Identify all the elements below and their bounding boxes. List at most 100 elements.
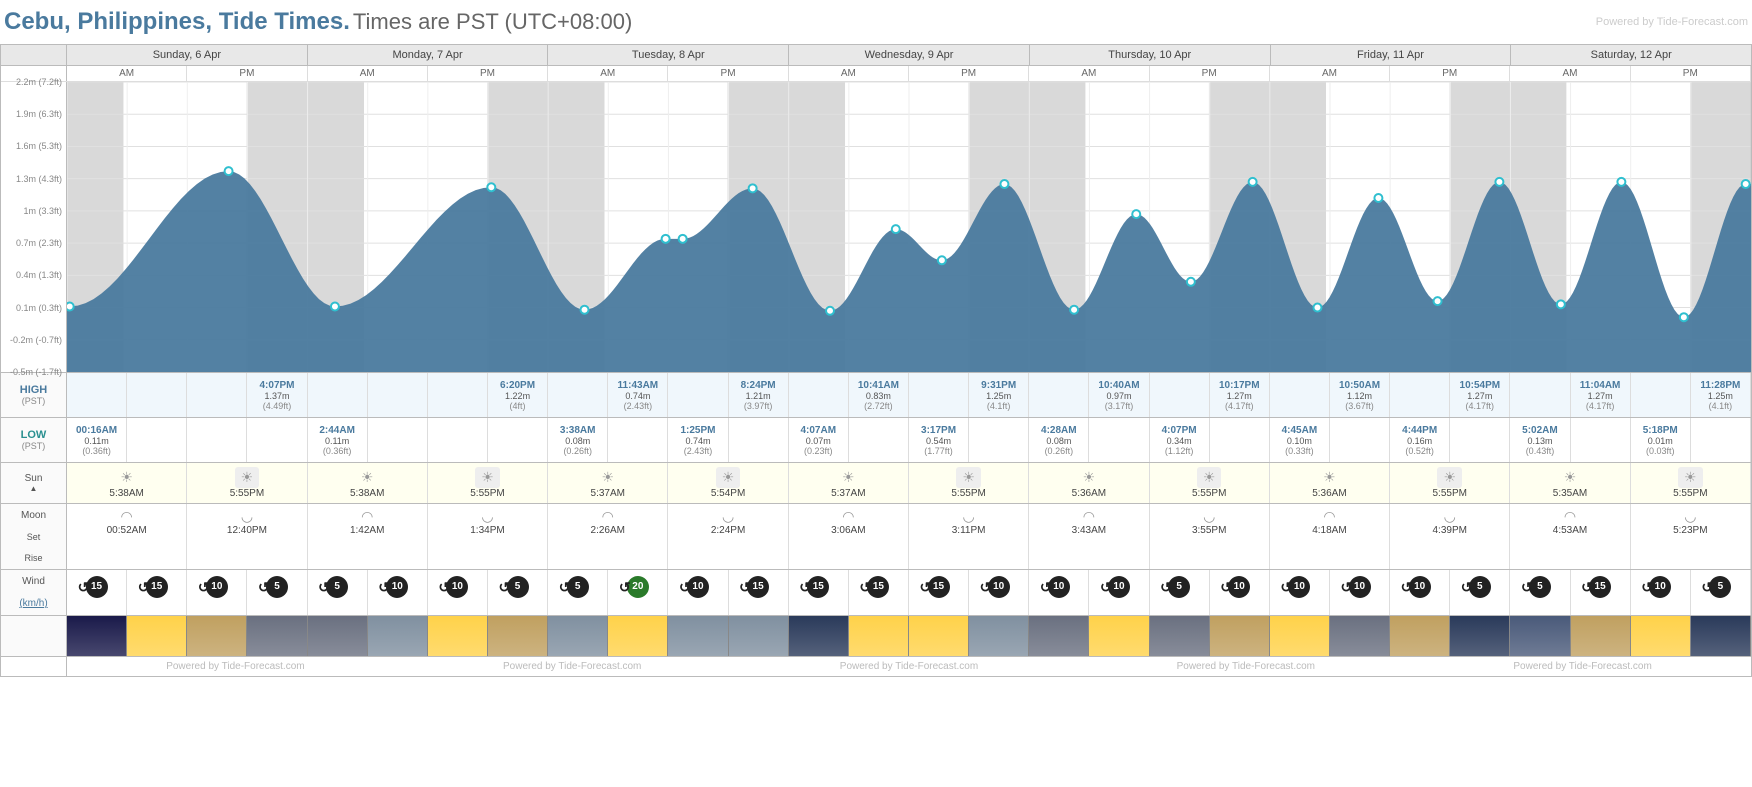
moon-label: Moon Set Rise [1,504,67,569]
moon-cell: ◠4:53AM [1510,504,1630,569]
weather-cell [1450,616,1510,656]
tide-cell [1510,373,1570,417]
weather-cell [668,616,728,656]
ampm-cell: PM [1390,66,1510,81]
weather-cell [127,616,187,656]
day-header: Wednesday, 9 Apr [789,45,1030,65]
tide-cell [187,373,247,417]
weather-cell [1510,616,1570,656]
high-tz: (PST) [5,396,62,406]
weather-cell [548,616,608,656]
weather-cell [1029,616,1089,656]
moon-cell: ◠4:18AM [1270,504,1390,569]
tide-cell [608,418,668,462]
moon-cell: ◡1:34PM [428,504,548,569]
tide-cell: 1:25PM0.74m(2.43ft) [668,418,728,462]
tide-cell [1270,373,1330,417]
wind-cell: ↺10 [1270,570,1330,615]
weather-cell [488,616,548,656]
sun-label: Sun▲ [1,463,67,503]
wind-cell: ↺10 [969,570,1029,615]
tide-cell [1390,373,1450,417]
weather-cell [1150,616,1210,656]
tide-cell: 10:50AM1.12m(3.67ft) [1330,373,1390,417]
tide-cell [488,418,548,462]
weather-cell [247,616,307,656]
ampm-cell: PM [1631,66,1751,81]
tide-cell [127,418,187,462]
chart-area: 2.2m (7.2ft)1.9m (6.3ft)1.6m (5.3ft)1.3m… [1,82,1751,372]
watermark: Powered by Tide-Forecast.com [1596,8,1748,28]
tide-cell [729,418,789,462]
tide-cell: 6:20PM1.22m(4ft) [488,373,548,417]
wind-cell: ↺10 [1631,570,1691,615]
sun-cell: ☀︎5:38AM [67,463,187,503]
footer-watermark: Powered by Tide-Forecast.com [1077,657,1414,676]
wind-cell: ↺10 [1029,570,1089,615]
day-header: Saturday, 12 Apr [1511,45,1751,65]
weather-cell [1089,616,1149,656]
tide-cell [368,418,428,462]
tide-cell: 5:18PM0.01m(0.03ft) [1631,418,1691,462]
sun-cell: ☀︎5:35AM [1510,463,1630,503]
sun-cell: ☀︎5:55PM [428,463,548,503]
tide-cell: 9:31PM1.25m(4.1ft) [969,373,1029,417]
tide-cell [187,418,247,462]
tide-cell: 11:04AM1.27m(4.17ft) [1571,373,1631,417]
tide-cell [428,418,488,462]
weather-cell [1330,616,1390,656]
moon-cell: ◡4:39PM [1390,504,1510,569]
weather-cell [729,616,789,656]
weather-cell [849,616,909,656]
wind-label: Wind (km/h) [1,570,67,615]
wind-cell: ↺5 [1691,570,1751,615]
tide-cell: 4:28AM0.08m(0.26ft) [1029,418,1089,462]
ampm-cell: AM [308,66,428,81]
wind-cell: ↺15 [127,570,187,615]
tide-cell: 4:44PM0.16m(0.52ft) [1390,418,1450,462]
weather-cell [608,616,668,656]
ampm-cell: PM [187,66,307,81]
wind-cell: ↺5 [1510,570,1570,615]
tide-cell: 00:16AM0.11m(0.36ft) [67,418,127,462]
tide-cell: 3:38AM0.08m(0.26ft) [548,418,608,462]
y-axis: 2.2m (7.2ft)1.9m (6.3ft)1.6m (5.3ft)1.3m… [1,82,67,372]
tide-plot [67,82,1751,372]
sun-cell: ☀︎5:36AM [1029,463,1149,503]
wind-row: Wind (km/h) ↺15↺15↺10↺5↺5↺10↺10↺5↺5↺20↺1… [1,569,1751,615]
sun-cell: ☀︎5:54PM [668,463,788,503]
tide-cell [247,418,307,462]
tide-cell [969,418,1029,462]
weather-cell [1210,616,1270,656]
weather-cell [308,616,368,656]
weather-cell [187,616,247,656]
title-bar: Powered by Tide-Forecast.com Cebu, Phili… [0,0,1752,44]
wind-cell: ↺10 [1390,570,1450,615]
footer-watermark: Powered by Tide-Forecast.com [1414,657,1751,676]
tide-chart-container: Powered by Tide-Forecast.com Cebu, Phili… [0,0,1752,677]
moon-cell: ◠3:06AM [789,504,909,569]
moon-cell: ◠1:42AM [308,504,428,569]
tide-cell [1089,418,1149,462]
tide-cell [67,373,127,417]
moon-cell: ◠2:26AM [548,504,668,569]
tide-cell [1150,373,1210,417]
sun-cell: ☀︎5:55PM [1150,463,1270,503]
sun-row: Sun▲ ☀︎5:38AM☀︎5:55PM☀︎5:38AM☀︎5:55PM☀︎5… [1,462,1751,503]
ampm-row: AMPMAMPMAMPMAMPMAMPMAMPMAMPM [1,66,1751,82]
wind-cell: ↺15 [1571,570,1631,615]
day-header-row: Sunday, 6 AprMonday, 7 AprTuesday, 8 Apr… [1,45,1751,66]
wind-cell: ↺5 [1150,570,1210,615]
wind-cell: ↺5 [548,570,608,615]
tide-cell [1029,373,1089,417]
weather-cell [1631,616,1691,656]
weather-cell [368,616,428,656]
wind-cell: ↺10 [668,570,728,615]
tide-cell: 2:44AM0.11m(0.36ft) [308,418,368,462]
chart-wrapper: Sunday, 6 AprMonday, 7 AprTuesday, 8 Apr… [0,44,1752,677]
moon-cell: ◠3:43AM [1029,504,1149,569]
wind-cell: ↺15 [789,570,849,615]
wind-cell: ↺20 [608,570,668,615]
weather-cell [1571,616,1631,656]
day-header: Thursday, 10 Apr [1030,45,1271,65]
